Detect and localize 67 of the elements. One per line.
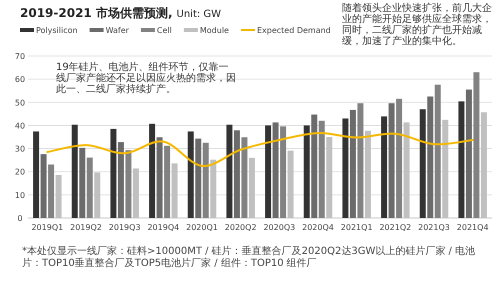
y-tick-label: 40 [14, 121, 26, 130]
x-tick-label: 2020Q1 [186, 223, 218, 232]
bar [195, 138, 202, 218]
y-tick-label: 10 [14, 190, 26, 200]
x-tick-label: 2021Q2 [379, 223, 412, 232]
bar [396, 98, 402, 218]
chart-title: 2019-2021 市场供需预测, [20, 6, 173, 20]
bar [280, 126, 286, 218]
bar [156, 137, 163, 218]
x-tick-label: 2020Q2 [224, 223, 257, 232]
legend-label: Wafer [106, 26, 130, 35]
bar [388, 103, 395, 218]
bar [350, 110, 356, 218]
chart-subtitle: Unit: GW [176, 9, 222, 20]
bar [304, 125, 310, 218]
y-tick-label: 20 [14, 168, 26, 177]
bar [427, 96, 434, 218]
legend-label: Polysilicon [36, 26, 78, 35]
legend-label: Module [200, 26, 230, 35]
y-tick-label: 0 [17, 214, 23, 223]
x-tick-label: 2019Q1 [31, 223, 64, 232]
y-tick-label: 70 [14, 52, 26, 61]
bar [72, 124, 78, 218]
bar [473, 72, 480, 218]
bar [202, 142, 209, 218]
bar [241, 137, 248, 218]
bar [86, 158, 93, 218]
bar [226, 124, 232, 218]
bar [234, 130, 240, 218]
x-tick-label: 2021Q1 [340, 223, 373, 232]
bar [466, 90, 472, 218]
y-tick-label: 50 [14, 98, 26, 108]
bar [33, 131, 40, 218]
bar [40, 154, 47, 218]
x-tick-label: 2020Q4 [302, 223, 334, 232]
bar [342, 118, 348, 218]
bar [318, 120, 325, 218]
text: 随着领头企业快速扩张，前几大企业的产能开始足够供应全球需求，同时，二线厂家的扩产也开始减缓，加速了产业的集中化。 [342, 3, 493, 47]
legend-label: Expected Demand [256, 26, 331, 35]
bar [272, 122, 279, 218]
bar [149, 124, 156, 218]
text: *本处仅显示一线厂家：硅料>10000MT / 硅片：垂直整合厂及2020Q2达3GW以上的硅片厂家 / 电池片：TOP10垂直整合厂及TOP5电池片厂家 / 组件：TOP10 组件厂 [22, 246, 476, 270]
bar [118, 142, 124, 218]
x-tick-label: 2020Q3 [263, 223, 296, 232]
bar [125, 150, 132, 218]
x-tick-label: 2021Q3 [418, 223, 450, 232]
bar [420, 109, 426, 218]
line-series [46, 132, 474, 167]
bar [265, 125, 272, 218]
bar [458, 101, 464, 218]
x-tick-label: 2019Q2 [70, 223, 102, 232]
x-tick-label: 2019Q3 [108, 223, 141, 232]
bar [434, 84, 441, 218]
bar [381, 116, 388, 218]
bar [79, 148, 86, 218]
bar [48, 164, 54, 218]
bar [164, 146, 170, 218]
bar [110, 128, 116, 218]
x-tick-label: 2021Q4 [456, 223, 489, 232]
y-tick-label: 60 [14, 75, 26, 84]
bar [311, 114, 318, 218]
annotation: 19年硅片、电池片、组件环节，仅靠一线厂家产能还不足以因应火热的需求，因此一、二线厂家持续扩产。 [56, 62, 237, 95]
bar [188, 131, 194, 218]
x-tick-label: 2019Q4 [147, 223, 180, 232]
legend-label: Cell [156, 26, 172, 35]
bar [357, 103, 364, 218]
y-tick-label: 30 [14, 144, 26, 154]
